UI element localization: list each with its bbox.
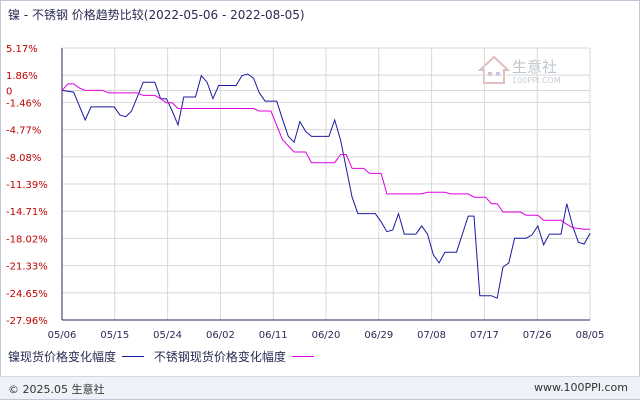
y-axis-ticks: 5.17% 1.86% 0-1.46% -4.77% -8.08% -11.39% -14.…: [6, 44, 48, 327]
house-icon: [477, 55, 511, 84]
axes: [61, 48, 590, 321]
y-tick-label: -1.46%: [6, 98, 41, 109]
legend-label-stainless: 不锈钢现货价格变化幅度: [153, 350, 286, 364]
x-tick-label: 08/05: [576, 330, 605, 341]
x-tick-label: 07/17: [470, 330, 499, 341]
x-tick-label: 05/24: [153, 330, 182, 341]
x-tick-label: 07/08: [417, 330, 446, 341]
chart-title: 镍 - 不锈钢 价格趋势比较(2022-05-06 - 2022-08-05): [8, 8, 305, 22]
footer-bar: © 2025.05 生意社 www.100PPI.com: [0, 376, 640, 399]
y-tick-label: -27.96%: [6, 316, 48, 327]
y-tick-label: -24.65%: [6, 289, 48, 300]
y-tick-label: 1.86%: [6, 71, 38, 82]
series-lines: [61, 73, 591, 299]
y-tick-label: -4.77%: [6, 126, 41, 137]
watermark-logo: 生意社 100PPI.COM: [477, 54, 561, 90]
copyright-text: © 2025.05 生意社: [8, 383, 105, 396]
y-tick-label: -14.71%: [6, 207, 48, 218]
y-tick-label: -8.08%: [6, 153, 41, 164]
y-tick-label: -18.02%: [6, 234, 48, 245]
y-tick-label: 5.17%: [6, 44, 38, 55]
x-tick-label: 06/11: [259, 330, 288, 341]
x-tick-label: 06/29: [364, 330, 393, 341]
legend-item-stainless: 不锈钢现货价格变化幅度: [154, 348, 314, 365]
watermark-name: 生意社: [512, 58, 558, 76]
x-axis-ticks: 05/06 05/15 05/24 06/02 06/11 06/20 06/29 07/08…: [48, 330, 605, 341]
x-tick-label: 06/02: [206, 330, 235, 341]
y-tick-label: 0: [6, 86, 12, 97]
legend-label-nickel: 镍现货价格变化幅度: [8, 350, 117, 364]
series-line-nickel: [61, 73, 591, 299]
line-chart: 5.17% 1.86% 0-1.46% -4.77% -8.08% -11.39% -14.…: [6, 44, 605, 341]
legend-swatch-nickel: [122, 356, 145, 357]
x-tick-label: 07/26: [523, 330, 552, 341]
y-tick-label: -11.39%: [6, 180, 48, 191]
series-line-stainless: [61, 83, 590, 230]
legend-item-nickel: 镍现货价格变化幅度: [8, 348, 145, 365]
legend-swatch-stainless: [291, 356, 314, 357]
y-tick-label: -21.33%: [6, 262, 48, 273]
x-tick-label: 05/06: [48, 330, 77, 341]
x-tick-label: 05/15: [100, 330, 129, 341]
grid: [61, 47, 591, 321]
site-link[interactable]: www.100PPI.com: [534, 381, 628, 394]
legend: 镍现货价格变化幅度 不锈钢现货价格变化幅度: [8, 348, 320, 365]
watermark-url: 100PPI.COM: [512, 76, 561, 85]
x-tick-label: 06/20: [312, 330, 341, 341]
